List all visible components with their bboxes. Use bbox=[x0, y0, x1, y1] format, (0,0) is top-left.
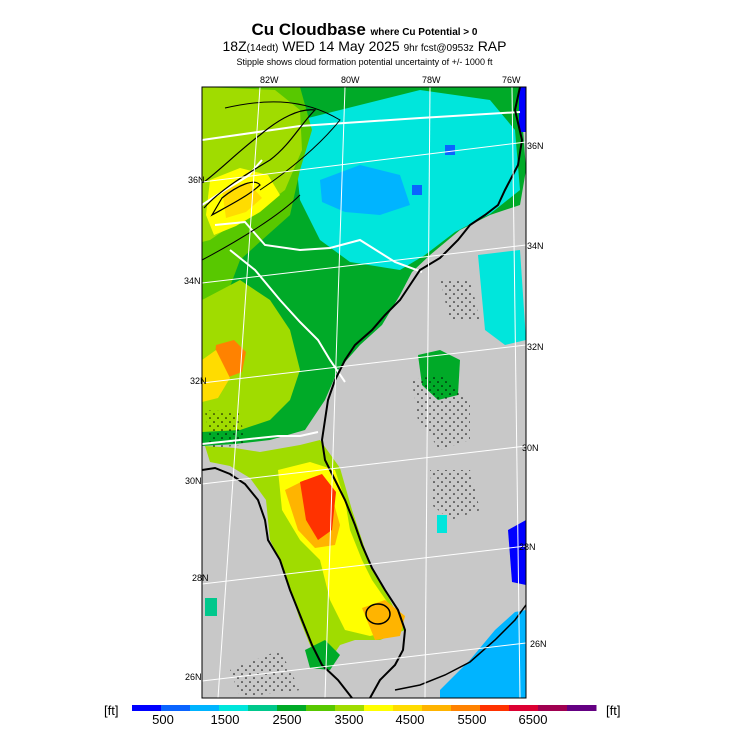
lon-label: 80W bbox=[341, 75, 360, 85]
state-border-tn bbox=[202, 159, 263, 206]
coastline-east bbox=[320, 87, 524, 698]
legend-tick-label: 500 bbox=[152, 712, 174, 727]
legend-swatch bbox=[364, 705, 394, 711]
model-name: RAP bbox=[477, 38, 507, 54]
legend-tick-label: 4500 bbox=[395, 712, 425, 727]
state-border-ga-fl bbox=[202, 431, 319, 445]
lon-label: 78W bbox=[422, 75, 441, 85]
field-cell-blue bbox=[445, 145, 455, 155]
field-yellow-ga bbox=[202, 350, 230, 402]
legend-tick-label: 5500 bbox=[457, 712, 487, 727]
stipple-area bbox=[430, 470, 480, 520]
legend-swatch bbox=[538, 705, 568, 711]
terrain-contour bbox=[210, 181, 261, 217]
graticule bbox=[202, 87, 526, 698]
legend-swatch bbox=[509, 705, 539, 711]
state-border-nc-sc bbox=[214, 220, 423, 273]
legend-tick-label: 6500 bbox=[518, 712, 548, 727]
lat-label-right: 26N bbox=[530, 639, 547, 649]
state-border-nc-va bbox=[202, 111, 521, 141]
lat-label-left: 36N bbox=[188, 175, 205, 185]
field-orange-sfl bbox=[362, 600, 405, 640]
title-main: Cu Cloudbase bbox=[251, 20, 366, 39]
legend-swatch bbox=[132, 705, 162, 711]
field-offshore-blue-se bbox=[440, 610, 526, 698]
field-lime-central bbox=[202, 280, 300, 432]
valid-time-line: 18Z(14edt) WED 14 May 2025 9hr fcst@0953… bbox=[0, 38, 729, 54]
stipple-note: Stipple shows cloud formation potential … bbox=[236, 57, 493, 67]
legend-swatch bbox=[248, 705, 278, 711]
map-frame bbox=[201, 86, 527, 699]
field-cell-offshore bbox=[437, 515, 447, 533]
legend-tick-label: 3500 bbox=[334, 712, 364, 727]
field-cell-offshore bbox=[205, 598, 217, 616]
legend-swatch bbox=[393, 705, 423, 711]
lat-label-right: 32N bbox=[527, 342, 544, 352]
stipple-area bbox=[412, 375, 470, 450]
valid-utc: 18Z bbox=[222, 38, 247, 54]
field-offshore-blue-e bbox=[508, 520, 526, 585]
legend-unit-right: [ft] bbox=[606, 703, 621, 718]
field-cell-blue bbox=[412, 185, 422, 195]
legend-swatch bbox=[219, 705, 249, 711]
terrain-contour bbox=[202, 194, 301, 261]
valid-date: WED 14 May 2025 bbox=[282, 38, 400, 54]
legend-swatch bbox=[567, 705, 597, 711]
valid-local: (14edt) bbox=[246, 43, 279, 54]
legend-swatch bbox=[161, 705, 191, 711]
stipple-area bbox=[440, 280, 480, 320]
lat-label-left: 30N bbox=[185, 476, 202, 486]
florida-keys bbox=[394, 604, 526, 691]
lake-okeechobee bbox=[365, 603, 391, 625]
lat-label-left: 32N bbox=[190, 376, 207, 386]
legend-swatch bbox=[190, 705, 220, 711]
lat-label-left: 34N bbox=[184, 276, 201, 286]
legend-swatch bbox=[451, 705, 481, 711]
coastline-gulf bbox=[202, 466, 353, 698]
legend-swatch bbox=[422, 705, 452, 711]
terrain-contour bbox=[224, 101, 341, 191]
title-condition: where Cu Potential > 0 bbox=[370, 27, 478, 38]
lon-label: 76W bbox=[502, 75, 521, 85]
state-border-sc-ga bbox=[229, 249, 346, 383]
legend-swatch bbox=[306, 705, 336, 711]
field-cell-blue-edge bbox=[519, 87, 526, 132]
legend-swatch bbox=[277, 705, 307, 711]
map-title: Cu Cloudbase where Cu Potential > 0 bbox=[0, 20, 729, 40]
legend-swatch bbox=[480, 705, 510, 711]
legend-tick-label: 1500 bbox=[210, 712, 240, 727]
lat-label-left: 28N bbox=[192, 573, 209, 583]
field-cyan-east bbox=[296, 90, 520, 270]
legend-tick-label: 2500 bbox=[272, 712, 302, 727]
lat-label-left: 26N bbox=[185, 672, 202, 682]
lon-label: 82W bbox=[260, 75, 279, 85]
forecast-run: 9hr fcst@0953z bbox=[403, 43, 474, 54]
field-red-fl bbox=[300, 474, 336, 540]
stipple-area bbox=[205, 410, 245, 448]
legend-unit-left: [ft] bbox=[104, 703, 119, 718]
legend-swatch bbox=[335, 705, 365, 711]
lat-label-right: 36N bbox=[527, 141, 544, 151]
lat-label-right: 34N bbox=[527, 241, 544, 251]
lat-label-right: 30N bbox=[522, 443, 539, 453]
lat-label-right: 28N bbox=[519, 542, 536, 552]
